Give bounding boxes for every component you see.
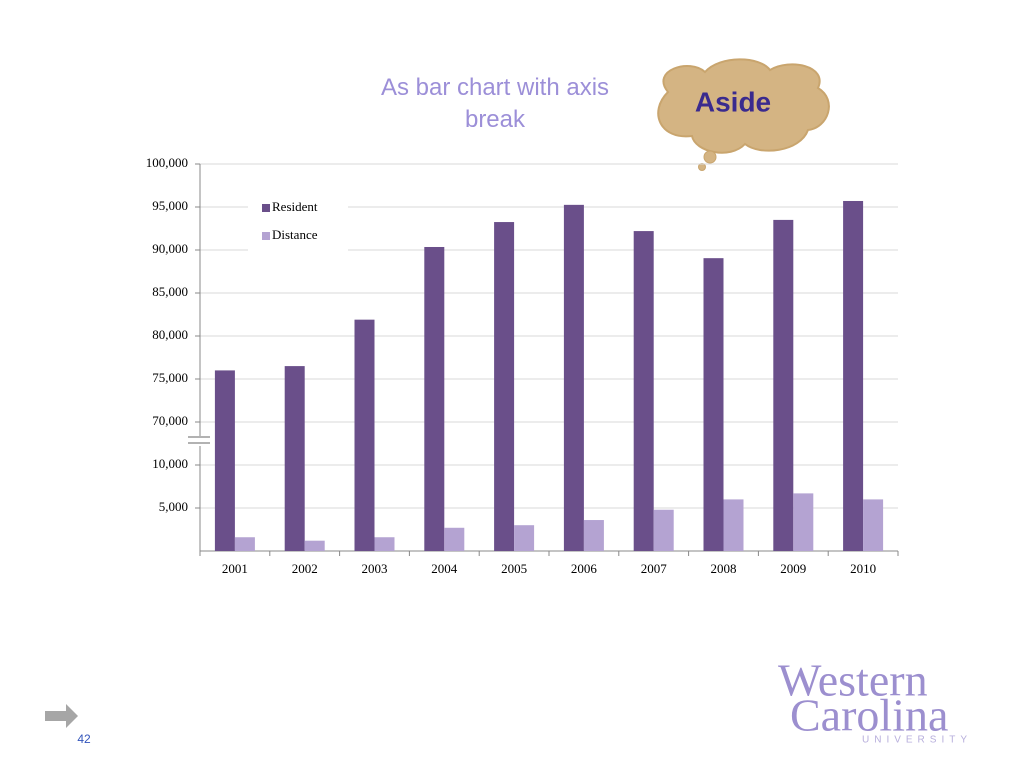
x-tick-label: 2005 <box>501 561 527 576</box>
y-tick-label: 75,000 <box>152 370 188 385</box>
aside-text: Aside <box>695 86 771 117</box>
cloud-bubble <box>698 163 706 171</box>
legend-swatch <box>262 232 270 240</box>
bar <box>583 520 604 551</box>
bar <box>424 246 445 552</box>
bar <box>444 527 465 551</box>
y-tick-label: 80,000 <box>152 327 188 342</box>
bar <box>354 319 375 551</box>
x-tick-label: 2010 <box>850 561 876 576</box>
bar <box>633 231 654 551</box>
x-tick-label: 2002 <box>292 561 318 576</box>
legend-label: Distance <box>272 227 318 242</box>
logo-line1: Western <box>778 655 928 706</box>
x-tick-label: 2001 <box>222 561 248 576</box>
x-tick-label: 2003 <box>362 561 388 576</box>
bar <box>773 219 794 551</box>
y-tick-label: 85,000 <box>152 284 188 299</box>
y-tick-label: 95,000 <box>152 198 188 213</box>
bar <box>514 525 535 551</box>
bar <box>304 540 325 551</box>
next-arrow[interactable] <box>45 704 78 728</box>
x-tick-label: 2007 <box>641 561 668 576</box>
y-tick-label: 10,000 <box>152 456 188 471</box>
y-tick-label: 70,000 <box>152 413 188 428</box>
logo-line2: Carolina <box>790 690 948 741</box>
bar <box>284 366 305 551</box>
bar <box>234 537 255 551</box>
bar <box>703 258 724 551</box>
bar <box>494 222 515 552</box>
bar <box>793 493 814 551</box>
legend-swatch <box>262 204 270 212</box>
logo-line3: UNIVERSITY <box>862 735 972 746</box>
bar <box>863 499 884 551</box>
cloud-bubble <box>703 150 717 164</box>
chart-title: As bar chart with axis break <box>380 74 610 133</box>
bar <box>723 499 744 551</box>
legend-label: Resident <box>272 199 318 214</box>
x-tick-label: 2008 <box>711 561 737 576</box>
y-tick-label: 90,000 <box>152 241 188 256</box>
x-tick-label: 2004 <box>431 561 458 576</box>
bar <box>563 204 584 551</box>
y-tick-label: 100,000 <box>146 155 188 170</box>
aside-cloud <box>657 58 830 154</box>
y-tick-label: 5,000 <box>159 499 188 514</box>
bar <box>843 200 864 552</box>
bar <box>653 509 674 551</box>
legend-box <box>248 193 348 251</box>
x-tick-label: 2009 <box>780 561 806 576</box>
page-number: 42 <box>77 732 91 746</box>
bar <box>214 370 235 551</box>
bar <box>374 537 395 551</box>
x-tick-label: 2006 <box>571 561 598 576</box>
